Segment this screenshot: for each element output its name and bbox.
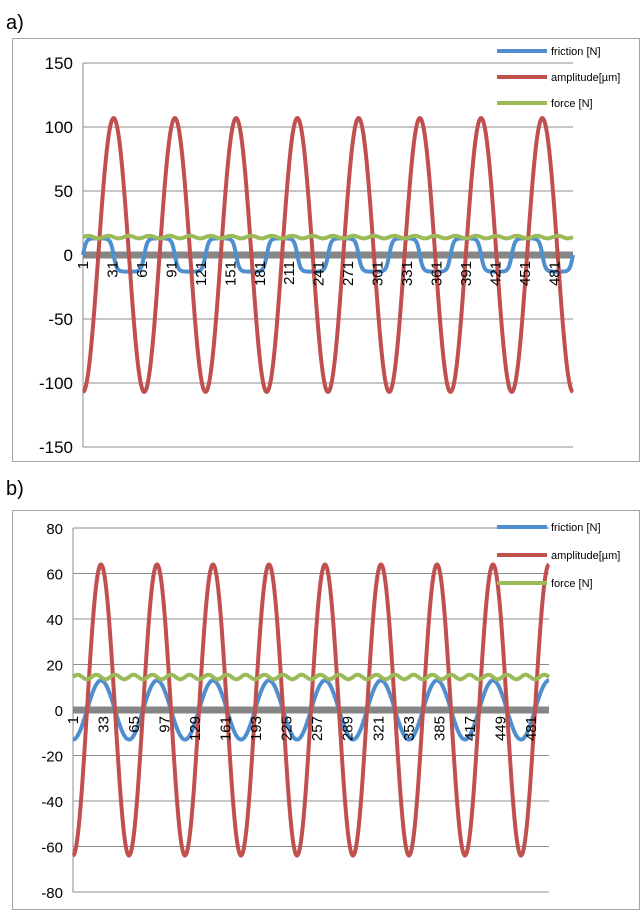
x-tick-label: 321 (370, 716, 387, 741)
x-tick-label: 241 (311, 261, 328, 286)
chart-b-svg: 80 60 40 20 0 -20 -40 -60 -80 1 33 65 97 129 161 193 225… (41, 521, 620, 902)
x-tick-label: 1 (75, 261, 92, 269)
y-tick-label: 0 (55, 703, 63, 720)
x-tick-label: 391 (458, 261, 475, 286)
x-tick-label: 353 (401, 716, 418, 741)
y-tick-label: -20 (41, 749, 63, 766)
x-tick-label: 91 (163, 261, 180, 278)
series-line-force (71, 672, 551, 682)
y-tick-label: -50 (48, 310, 73, 329)
x-tick-label: 31 (104, 261, 121, 278)
x-tick-label: 151 (222, 261, 239, 286)
y-tick-label: -80 (41, 885, 63, 902)
x-tick-label: 481 (546, 261, 563, 286)
series-line-amplitudem (81, 116, 575, 394)
y-tick-label: -40 (41, 794, 63, 811)
y-tick-label: 0 (64, 246, 73, 265)
series-line-force (81, 233, 575, 241)
x-tick-label: 161 (218, 716, 235, 741)
x-tick-label: 361 (429, 261, 446, 286)
y-tick-label: -150 (39, 438, 73, 457)
y-tick-label: 100 (45, 118, 73, 137)
y-tick-label: -100 (39, 374, 73, 393)
x-tick-label: 97 (157, 716, 174, 733)
chart-b: 80 60 40 20 0 -20 -40 -60 -80 1 33 65 97 129 161 193 225… (12, 510, 640, 910)
y-tick-label: 50 (54, 182, 73, 201)
y-tick-label: -60 (41, 840, 63, 857)
x-tick-label: 61 (134, 261, 151, 278)
x-tick-label: 129 (187, 716, 204, 741)
panel-label-a: a) (6, 12, 24, 34)
x-tick-label: 181 (252, 261, 269, 286)
chart-a: 150 100 50 0 -50 -100 -150 1 31 61 91 121 151 181 211 2… (12, 38, 640, 462)
panel-label-b: b) (6, 478, 24, 500)
legend-label: force [N] (551, 98, 593, 110)
x-tick-label: 271 (340, 261, 357, 286)
legend-label: friction [N] (551, 46, 601, 58)
x-tick-label: 211 (281, 261, 298, 285)
x-tick-label: 331 (399, 261, 416, 286)
x-tick-label: 121 (193, 261, 210, 286)
x-tick-label: 301 (370, 261, 387, 286)
y-tick-label: 40 (46, 612, 63, 629)
x-tick-label: 225 (279, 716, 296, 741)
x-tick-label: 417 (462, 716, 479, 741)
series-line-amplitudem (71, 562, 551, 858)
legend-label: amplitude[µm] (551, 550, 620, 562)
x-tick-label: 193 (248, 716, 265, 741)
x-tick-label: 449 (492, 716, 509, 741)
x-tick-label: 421 (487, 261, 504, 286)
legend-label: friction [N] (551, 522, 601, 534)
y-tick-label: 20 (46, 658, 63, 675)
x-tick-label: 65 (126, 716, 143, 733)
y-tick-label: 150 (45, 54, 73, 73)
legend-label: amplitude[µm] (551, 72, 620, 84)
y-tick-label: 80 (46, 521, 63, 538)
x-tick-label: 289 (340, 716, 357, 741)
legend-label: force [N] (551, 578, 593, 590)
x-tick-label: 33 (96, 716, 113, 733)
y-tick-label: 60 (46, 567, 63, 584)
x-tick-label: 257 (309, 716, 326, 741)
x-tick-label: 1 (65, 716, 82, 724)
x-tick-label: 385 (431, 716, 448, 741)
chart-a-svg: 150 100 50 0 -50 -100 -150 1 31 61 91 121 151 181 211 2… (39, 46, 620, 457)
x-tick-label: 481 (523, 716, 540, 741)
x-tick-label: 451 (517, 261, 534, 286)
